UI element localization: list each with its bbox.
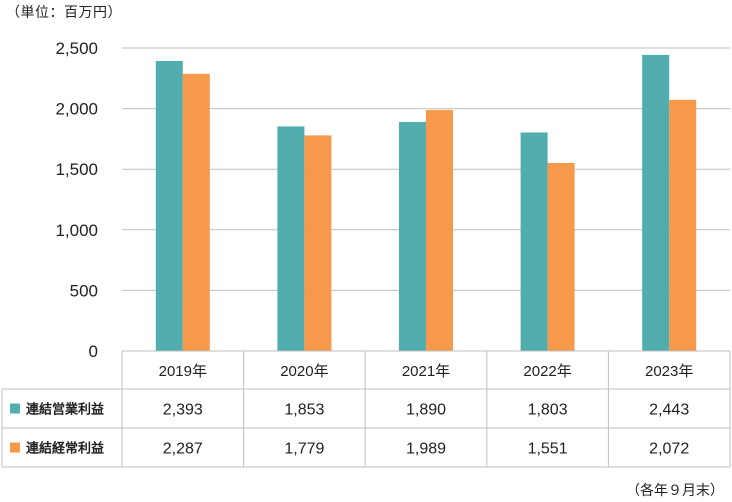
category-label: 2023年 [645, 363, 693, 380]
category-label: 2021年 [402, 363, 450, 380]
table-cell-value: 1,779 [284, 441, 324, 458]
bar-operating-profit [399, 121, 426, 351]
legend-label: 連結営業利益 [26, 402, 104, 417]
table-cell-value: 1,803 [528, 402, 568, 419]
bar-ordinary-profit [182, 73, 210, 351]
bar-operating-profit [642, 54, 670, 352]
bar-operating-profit [520, 132, 548, 351]
table-cell-value: 1,890 [406, 402, 446, 419]
legend-swatch [10, 403, 20, 414]
bar-operating-profit [277, 126, 305, 351]
bar-operating-profit [155, 60, 183, 352]
category-label: 2020年 [280, 363, 328, 380]
y-tick-label: 1,000 [55, 221, 98, 240]
category-label: 2022年 [523, 363, 571, 380]
table-cell-value: 2,287 [163, 441, 203, 458]
table-cell-value: 2,072 [649, 441, 689, 458]
bar-ordinary-profit [304, 135, 332, 351]
table-cell-value: 1,551 [528, 441, 568, 458]
category-label: 2019年 [159, 363, 207, 380]
y-tick-label: 0 [89, 342, 98, 361]
y-axis-ticks: 0 500 1,000 1,500 2,000 2,500 [55, 39, 98, 361]
y-tick-label: 1,500 [55, 160, 98, 179]
y-tick-label: 500 [70, 281, 98, 300]
y-tick-label: 2,000 [55, 100, 98, 119]
bar-ordinary-profit [547, 163, 575, 351]
bar-ordinary-profit [426, 109, 453, 351]
note-label: （各年９月末） [626, 482, 724, 498]
y-tick-label: 2,500 [55, 39, 98, 58]
unit-label: （単位：百万円） [6, 4, 122, 20]
bar-ordinary-profit [669, 99, 697, 351]
table-cell-value: 1,853 [284, 402, 324, 419]
legend-label: 連結経常利益 [26, 441, 104, 456]
table-cell-value: 2,443 [649, 402, 689, 419]
bars [155, 54, 697, 352]
table-cell-value: 2,393 [163, 402, 203, 419]
legend-swatch [10, 442, 20, 453]
table-cell-value: 1,989 [406, 441, 446, 458]
